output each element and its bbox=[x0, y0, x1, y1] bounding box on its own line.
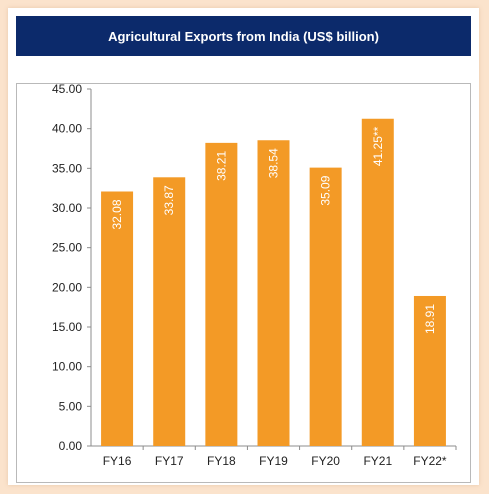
y-tick-label: 25.00 bbox=[52, 241, 82, 255]
x-tick-label: FY20 bbox=[311, 454, 340, 468]
x-tick-label: FY19 bbox=[259, 454, 288, 468]
y-tick-label: 20.00 bbox=[52, 280, 82, 294]
x-tick-label: FY17 bbox=[155, 454, 184, 468]
data-label: 18.91 bbox=[423, 304, 437, 334]
y-tick-label: 45.00 bbox=[52, 82, 82, 96]
y-tick-label: 30.00 bbox=[52, 201, 82, 215]
y-tick-label: 15.00 bbox=[52, 320, 82, 334]
chart-title-bar: Agricultural Exports from India (US$ bil… bbox=[16, 16, 471, 56]
data-label: 38.54 bbox=[267, 148, 281, 178]
bar bbox=[205, 142, 238, 446]
y-tick-label: 10.00 bbox=[52, 360, 82, 374]
chart-title: Agricultural Exports from India (US$ bil… bbox=[108, 28, 379, 44]
bar bbox=[309, 167, 342, 447]
y-tick-label: 5.00 bbox=[59, 399, 83, 413]
bar bbox=[101, 191, 134, 446]
data-label: 32.08 bbox=[110, 199, 124, 229]
y-tick-label: 40.00 bbox=[52, 122, 82, 136]
x-tick-label: FY18 bbox=[207, 454, 236, 468]
bar bbox=[257, 140, 290, 446]
bar bbox=[413, 295, 446, 446]
data-label: 33.87 bbox=[162, 185, 176, 215]
x-tick-label: FY21 bbox=[363, 454, 392, 468]
chart-panel: Agricultural Exports from India (US$ bil… bbox=[8, 8, 479, 485]
y-tick-label: 0.00 bbox=[59, 439, 83, 453]
data-label: 41.25** bbox=[371, 126, 385, 166]
plot-area bbox=[16, 83, 471, 483]
x-tick-label: FY22* bbox=[413, 454, 447, 468]
data-label: 38.21 bbox=[214, 151, 228, 181]
y-tick-label: 35.00 bbox=[52, 161, 82, 175]
bar bbox=[153, 177, 186, 446]
data-label: 35.09 bbox=[319, 175, 333, 205]
bar bbox=[361, 118, 394, 446]
x-tick-label: FY16 bbox=[103, 454, 132, 468]
